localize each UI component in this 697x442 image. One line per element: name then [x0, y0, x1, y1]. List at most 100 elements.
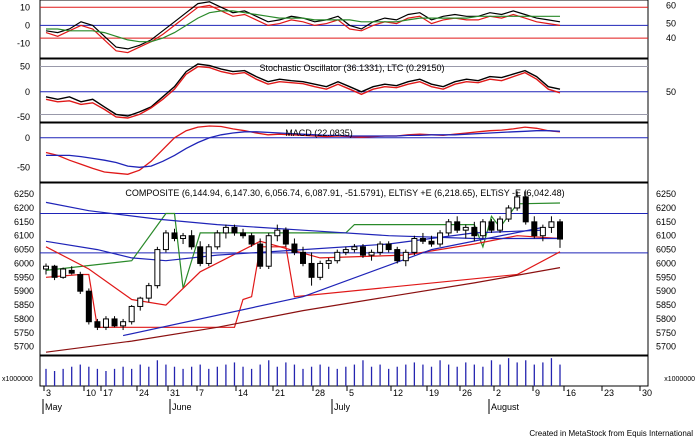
month-label: June [172, 402, 192, 412]
stochastic-series-line [45, 65, 561, 119]
candle-body [102, 318, 109, 328]
candle-body [471, 226, 478, 237]
candle-body [394, 249, 401, 262]
x-tick-label: 24 [139, 388, 149, 398]
macd-title: MACD (22.0835) [285, 128, 353, 138]
indicator-line [45, 267, 561, 353]
indicator-line [45, 246, 561, 328]
candle-body [437, 232, 444, 245]
candle-body [454, 221, 461, 231]
candle-body [180, 235, 187, 239]
candle-body [222, 226, 229, 234]
candle-body [522, 196, 529, 223]
candle-body [265, 235, 272, 267]
candle-body [539, 226, 546, 237]
y-tick-label: -10 [17, 39, 30, 49]
y-tick-label: 6150 [656, 217, 676, 227]
y-tick-label: 0 [25, 133, 30, 143]
candle-body [402, 251, 409, 262]
x-tick-label: 3 [46, 388, 51, 398]
x-tick-label: 23 [604, 388, 614, 398]
candle-body [197, 246, 204, 264]
oscillator-series-line [46, 10, 560, 43]
candle-body [257, 243, 264, 267]
y-tick-label: 6100 [656, 231, 676, 241]
candle-body [308, 262, 315, 278]
candle-body [111, 318, 118, 327]
candle-body [462, 226, 469, 231]
candle-body [274, 229, 281, 237]
pane-frame [39, 355, 649, 387]
candle-body [334, 251, 341, 262]
y-tick-label: 6200 [656, 203, 676, 213]
x-tick-label: 28 [315, 388, 325, 398]
candle-body [188, 235, 195, 248]
x-tick-label: 10 [86, 388, 96, 398]
pane-frame [39, 58, 649, 123]
x-tick-label: 17 [103, 388, 113, 398]
candle-body [548, 221, 555, 228]
x-tick-label: 9 [535, 388, 540, 398]
x-tick-label: 5 [349, 388, 354, 398]
y-tick-label: -50 [17, 162, 30, 172]
candle-body [128, 305, 135, 323]
candle-body [171, 232, 178, 239]
y-tick-label: 6000 [656, 258, 676, 268]
y-tick-label: 6250 [656, 189, 676, 199]
volume-unit-label: x1000000 [664, 376, 695, 383]
pane-frame [39, 0, 649, 59]
candle-body [385, 243, 392, 251]
candle-body [377, 243, 384, 253]
candle-body [300, 251, 306, 264]
x-tick-label: 12 [393, 388, 403, 398]
y-tick-label: 5800 [14, 314, 34, 324]
y-tick-label: 5700 [14, 342, 34, 352]
indicator-line [45, 202, 561, 289]
month-label: August [491, 402, 520, 412]
y-tick-label: 6200 [14, 203, 34, 213]
candle-body [479, 221, 486, 237]
candle-body [317, 262, 324, 278]
pane-frame [39, 182, 649, 356]
candle-body [145, 285, 152, 299]
candle-body [514, 196, 521, 209]
oscillator-series-line [45, 4, 561, 54]
candle-body [94, 321, 101, 328]
volume-unit-label: x1000000 [2, 376, 33, 383]
x-tick-label: 21 [275, 388, 285, 398]
stochastic-title: Stochastic Oscillator (36.1331), LTC (0.… [260, 63, 445, 73]
y-tick-label: 6150 [14, 217, 34, 227]
y-tick-label: 5700 [656, 342, 676, 352]
candle-body [505, 207, 512, 220]
x-tick-label: 2 [496, 388, 501, 398]
y-tick-label: 50 [20, 62, 30, 72]
y-tick-label: 10 [20, 2, 30, 12]
x-tick-label: 14 [238, 388, 248, 398]
pane-frame [39, 122, 649, 183]
y-tick-label: 5750 [656, 328, 676, 338]
y-tick-label: 60 [666, 0, 676, 10]
y-tick-label: 5900 [14, 286, 34, 296]
month-label: July [334, 402, 351, 412]
y-tick-label: 5950 [14, 272, 34, 282]
candle-body [411, 237, 418, 253]
candle-body [531, 221, 538, 237]
y-tick-label: 6000 [14, 258, 34, 268]
candle-body [77, 274, 84, 292]
x-tick-label: 26 [462, 388, 472, 398]
candle-body [445, 221, 452, 234]
candle-body [557, 221, 563, 240]
candle-body [162, 232, 169, 251]
candle-body [359, 246, 366, 256]
candle-body [60, 268, 67, 278]
y-tick-label: 50 [666, 87, 676, 97]
x-tick-label: 30 [642, 388, 652, 398]
candle-body [497, 218, 504, 231]
candle-body [291, 243, 298, 253]
candle-body [214, 232, 221, 248]
candle-body [342, 249, 349, 253]
candle-body [282, 229, 289, 245]
y-tick-label: 0 [25, 20, 30, 30]
chart-marks [43, 1, 563, 386]
